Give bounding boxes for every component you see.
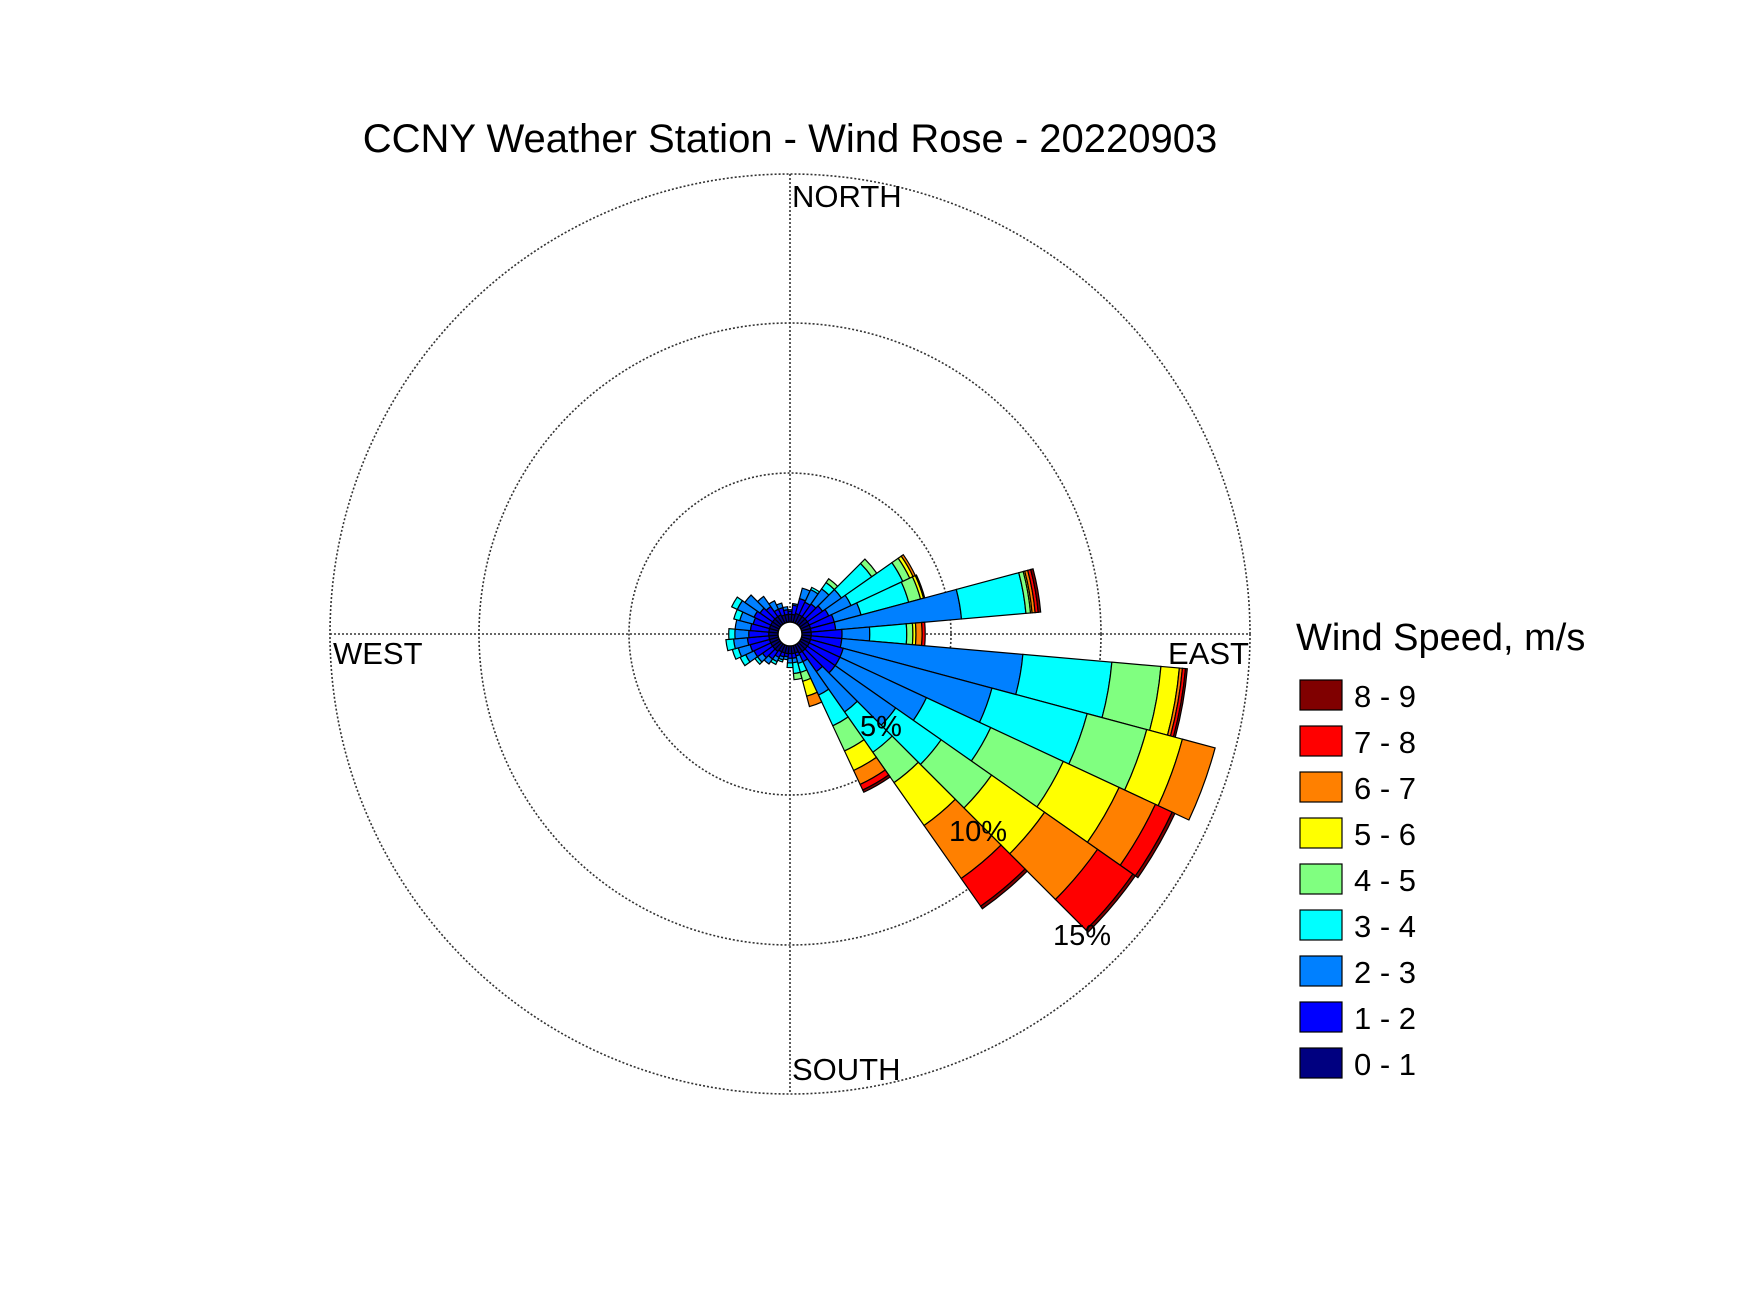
legend-swatch	[1299, 863, 1343, 895]
legend-swatch	[1299, 1047, 1343, 1079]
ring-label-5: 5%	[860, 711, 902, 743]
sector-90-bin-7	[920, 621, 926, 647]
direction-label-east: EAST	[1168, 636, 1249, 671]
sector-150-bin-8	[861, 774, 891, 794]
sector-320-bin-2	[756, 595, 772, 612]
legend-label: 6 - 7	[1354, 771, 1416, 806]
legend-swatch	[1299, 955, 1343, 987]
legend-title: Wind Speed, m/s	[1296, 617, 1585, 659]
chart-title: CCNY Weather Station - Wind Rose - 20220…	[363, 117, 1218, 161]
legend-swatch	[1299, 679, 1343, 711]
legend-swatch	[1299, 771, 1343, 803]
sector-160-bin-6	[805, 691, 823, 708]
direction-label-west: WEST	[333, 636, 423, 671]
sector-120-bin-8	[1134, 811, 1176, 879]
legend-swatch	[1299, 725, 1343, 757]
sector-350-bin-2	[782, 606, 789, 612]
sector-110-bin-6	[1157, 738, 1216, 821]
ring-label-10: 10%	[949, 816, 1007, 848]
sector-270-bin-3	[728, 628, 736, 640]
legend-label: 5 - 6	[1354, 817, 1416, 852]
legend-label: 8 - 9	[1354, 679, 1416, 714]
direction-label-north: NORTH	[792, 179, 902, 214]
sector-330-bin-2	[768, 599, 780, 613]
sector-300-bin-3	[730, 596, 744, 611]
wind-sectors	[725, 553, 1216, 933]
sector-260-bin-3	[725, 638, 737, 652]
legend-label: 1 - 2	[1354, 1001, 1416, 1036]
legend-swatch	[1299, 1001, 1343, 1033]
legend-label: 2 - 3	[1354, 955, 1416, 990]
sector-170-bin-4	[792, 671, 803, 681]
legend-entries: 8 - 9 7 - 8 6 - 7 5 - 6 4 - 5 3 - 4 2 - 3 1 - 2…	[1299, 679, 1416, 1082]
sector-140-bin-8	[979, 868, 1029, 910]
legend: Wind Speed, m/s 8 - 9 7 - 8 6 - 7 5 - 6 4 - …	[1296, 617, 1585, 1082]
sector-80-bin-3	[955, 571, 1027, 620]
legend-label: 3 - 4	[1354, 909, 1416, 944]
center-calm-circle	[777, 621, 803, 647]
sector-310-bin-2	[744, 594, 765, 614]
sector-340-bin-2	[775, 602, 784, 610]
legend-label: 0 - 1	[1354, 1047, 1416, 1082]
sector-80-bin-8	[1029, 568, 1042, 613]
sector-180-bin-3	[786, 662, 794, 669]
direction-label-south: SOUTH	[792, 1052, 901, 1087]
legend-label: 4 - 5	[1354, 863, 1416, 898]
legend-swatch	[1299, 909, 1343, 941]
sector-130-bin-8	[1085, 873, 1137, 933]
legend-label: 7 - 8	[1354, 725, 1416, 760]
ring-label-15: 15%	[1053, 920, 1111, 952]
sector-90-bin-4	[905, 622, 914, 646]
sector-90-bin-6	[914, 621, 923, 647]
legend-swatch	[1299, 817, 1343, 849]
